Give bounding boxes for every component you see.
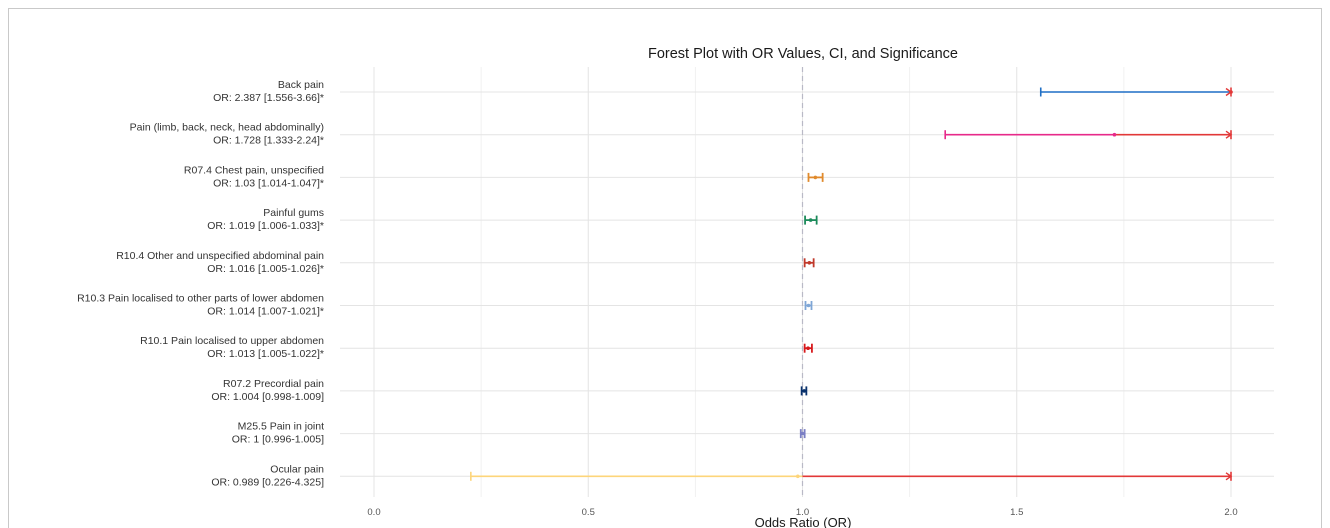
row-or-label: OR: 2.387 [1.556-3.66]*: [213, 92, 324, 104]
x-tick-label: 1.5: [1010, 507, 1023, 518]
or-point: [807, 261, 812, 265]
x-axis-title: Odds Ratio (OR): [755, 515, 852, 528]
marks-layer: [470, 87, 1233, 481]
ci-row: [799, 429, 806, 439]
ci-row: [470, 471, 1233, 481]
row-label: Ocular pain: [270, 463, 324, 475]
row-label: R10.1 Pain localised to upper abdomen: [140, 335, 324, 347]
or-point: [813, 175, 818, 180]
or-point: [806, 346, 810, 351]
ci-row: [800, 386, 808, 396]
row-or-label: OR: 1.014 [1.007-1.021]*: [207, 306, 324, 318]
x-tick-label: 0.0: [367, 507, 380, 518]
row-label: M25.5 Pain in joint: [238, 421, 324, 433]
ci-row: [803, 258, 815, 268]
ci-row: [804, 215, 818, 225]
row-label: R10.4 Other and unspecified abdominal pa…: [116, 250, 324, 262]
row-label: Pain (limb, back, neck, head abdominally…: [130, 122, 324, 134]
row-or-label: OR: 1.728 [1.333-2.24]*: [213, 135, 324, 147]
x-tick-label: 1.0: [796, 507, 809, 518]
x-tick-label: 0.5: [582, 507, 595, 518]
grid-layer: [340, 67, 1274, 497]
row-label: R10.3 Pain localised to other parts of l…: [77, 293, 324, 305]
ci-row: [1039, 87, 1233, 97]
row-label: R07.4 Chest pain, unspecified: [184, 164, 324, 176]
ci-row: [807, 172, 824, 182]
row-label: Back pain: [278, 79, 324, 91]
row-or-label: OR: 1.004 [0.998-1.009]: [211, 391, 324, 403]
or-point: [800, 431, 805, 436]
row-or-label: OR: 1.03 [1.014-1.047]*: [213, 177, 324, 189]
or-point: [1229, 90, 1233, 94]
ci-row: [944, 130, 1233, 140]
row-or-label: OR: 1.016 [1.005-1.026]*: [207, 263, 324, 275]
x-tick-label: 2.0: [1224, 507, 1237, 518]
ci-overflow-arrow: [1225, 130, 1233, 139]
or-point: [795, 474, 800, 479]
ci-overflow-arrow: [1225, 472, 1233, 481]
or-point: [1112, 132, 1117, 137]
row-or-label: OR: 1.019 [1.006-1.033]*: [207, 220, 324, 232]
or-point: [806, 303, 811, 308]
chart-title: Forest Plot with OR Values, CI, and Sign…: [648, 46, 958, 62]
row-label: R07.2 Precordial pain: [223, 378, 324, 390]
row-label: Painful gums: [263, 207, 324, 219]
x-tick-labels-layer: 0.0 0.5 1.0 1.5 2.0: [367, 507, 1237, 518]
row-or-label: OR: 1.013 [1.005-1.022]*: [207, 348, 324, 360]
or-point: [808, 218, 813, 222]
row-or-label: OR: 1 [0.996-1.005]: [232, 434, 324, 446]
row-or-label: OR: 0.989 [0.226-4.325]: [211, 476, 324, 488]
or-point: [802, 389, 807, 393]
chart-frame: [8, 8, 1322, 528]
ci-row: [803, 343, 813, 353]
ci-row: [804, 301, 813, 310]
